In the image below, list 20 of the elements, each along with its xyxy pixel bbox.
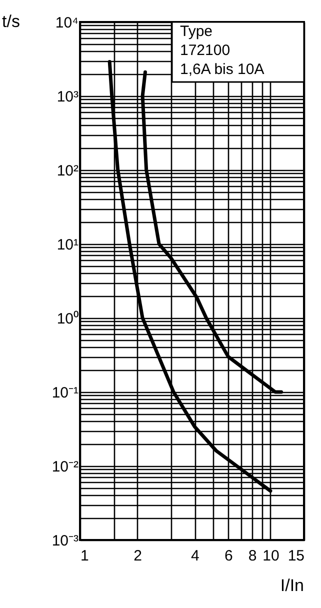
- y-axis-title: t/s: [2, 12, 20, 31]
- annotation: Type: [180, 23, 213, 40]
- annotation: 1,6A bis 10A: [180, 61, 264, 78]
- x-tick-label: 10: [262, 548, 280, 564]
- x-tick-label: 4: [190, 548, 200, 564]
- annotation: 172100: [180, 42, 230, 59]
- y-tick-label: 10⁻¹: [52, 384, 78, 402]
- y-tick-label: 10³: [56, 88, 78, 106]
- x-tick-label: 1: [80, 548, 89, 564]
- y-tick-label: 10⁻³: [52, 532, 78, 550]
- x-axis-title: I/In: [280, 576, 304, 595]
- x-tick-label: 15: [288, 548, 304, 564]
- y-tick-label: 10¹: [56, 236, 78, 254]
- y-tick-label: 10⁴: [55, 14, 78, 32]
- y-tick-label: 10⁻²: [52, 458, 78, 476]
- x-tick-label: 2: [134, 548, 142, 564]
- x-tick-label: 8: [248, 548, 257, 564]
- x-tick-label: 6: [224, 548, 233, 564]
- y-tick-label: 10⁰: [56, 310, 78, 328]
- y-tick-label: 10²: [56, 162, 78, 180]
